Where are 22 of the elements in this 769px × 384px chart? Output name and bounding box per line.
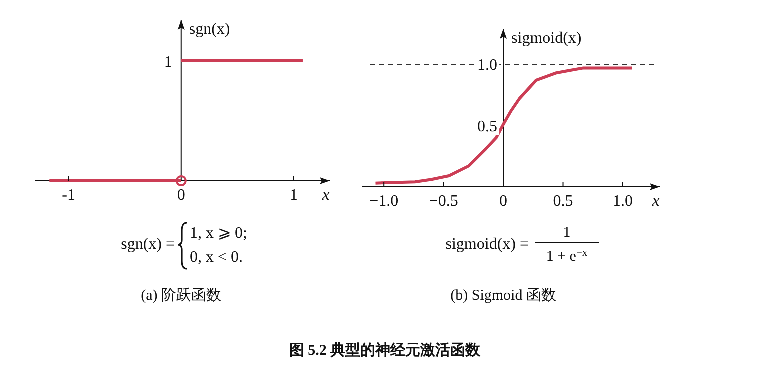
text: (b) Sigmoid 函数 xyxy=(450,288,556,304)
text: 1 + e$^{−x}$ xyxy=(546,248,588,265)
x-tick-label: 1.0 xyxy=(612,193,633,210)
y-axis-title: sgn(x) xyxy=(189,21,230,38)
text: (a) 阶跃函数 xyxy=(141,287,222,304)
x-tick-label: −0.5 xyxy=(429,193,458,210)
x-axis-title: x xyxy=(651,191,660,210)
x-tick-label: 1 xyxy=(290,187,298,204)
x-tick-label: 0.5 xyxy=(553,193,574,210)
text: 1, x ⩾ 0; xyxy=(190,225,248,242)
y-axis-title: sigmoid(x) xyxy=(512,30,582,47)
x-tick-label: 0 xyxy=(177,187,186,204)
annotation: 1 xyxy=(164,54,172,71)
x-tick-label: -1 xyxy=(62,187,76,204)
text: sgn(x) = xyxy=(121,236,175,253)
text: 图 5.2 典型的神经元激活函数 xyxy=(289,342,482,359)
text: sigmoid(x) = xyxy=(446,236,529,253)
text: 1 xyxy=(563,225,571,241)
x-tick-label: 0 xyxy=(500,193,508,210)
x-tick-label: −1.0 xyxy=(370,193,399,210)
x-axis-title: x xyxy=(321,185,330,204)
text: 0, x < 0. xyxy=(190,249,244,266)
